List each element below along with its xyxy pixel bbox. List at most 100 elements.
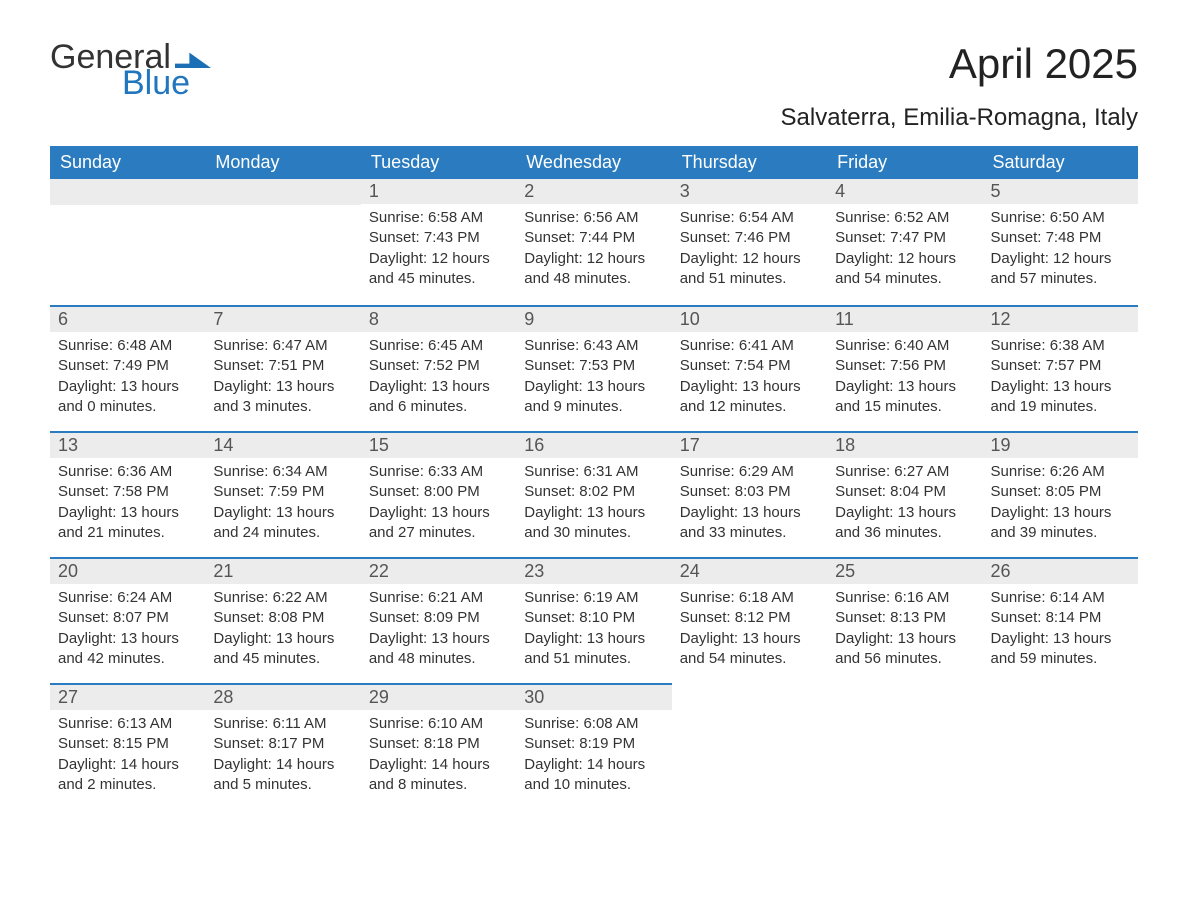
day-details: Sunrise: 6:22 AMSunset: 8:08 PMDaylight:… <box>205 584 360 679</box>
weekday-header: Saturday <box>983 146 1138 179</box>
daylight-line-1: Daylight: 14 hours <box>369 755 508 775</box>
sunset-line: Sunset: 7:52 PM <box>369 356 508 376</box>
daylight-line-2: and 51 minutes. <box>524 649 663 669</box>
sunrise-line: Sunrise: 6:41 AM <box>680 336 819 356</box>
day-number: 4 <box>835 181 845 201</box>
sunrise-line: Sunrise: 6:52 AM <box>835 208 974 228</box>
day-details: Sunrise: 6:41 AMSunset: 7:54 PMDaylight:… <box>672 332 827 427</box>
calendar-cell: 23Sunrise: 6:19 AMSunset: 8:10 PMDayligh… <box>516 557 671 683</box>
day-number: 9 <box>524 309 534 329</box>
day-number: 19 <box>991 435 1011 455</box>
day-number-bar: 10 <box>672 305 827 332</box>
sunset-line: Sunset: 7:47 PM <box>835 228 974 248</box>
weekday-header: Wednesday <box>516 146 671 179</box>
day-number-bar: 20 <box>50 557 205 584</box>
daylight-line-1: Daylight: 13 hours <box>991 503 1130 523</box>
daylight-line-1: Daylight: 13 hours <box>369 629 508 649</box>
daylight-line-2: and 19 minutes. <box>991 397 1130 417</box>
day-number: 10 <box>680 309 700 329</box>
calendar-cell: 6Sunrise: 6:48 AMSunset: 7:49 PMDaylight… <box>50 305 205 431</box>
header: General Blue April 2025 <box>50 40 1138 100</box>
sunrise-line: Sunrise: 6:40 AM <box>835 336 974 356</box>
calendar-cell: 28Sunrise: 6:11 AMSunset: 8:17 PMDayligh… <box>205 683 360 809</box>
calendar-cell: 13Sunrise: 6:36 AMSunset: 7:58 PMDayligh… <box>50 431 205 557</box>
daylight-line-1: Daylight: 13 hours <box>835 377 974 397</box>
calendar-cell: 17Sunrise: 6:29 AMSunset: 8:03 PMDayligh… <box>672 431 827 557</box>
sunset-line: Sunset: 8:10 PM <box>524 608 663 628</box>
daylight-line-1: Daylight: 13 hours <box>369 503 508 523</box>
sunrise-line: Sunrise: 6:54 AM <box>680 208 819 228</box>
sunset-line: Sunset: 8:02 PM <box>524 482 663 502</box>
sunset-line: Sunset: 8:05 PM <box>991 482 1130 502</box>
day-number: 5 <box>991 181 1001 201</box>
daylight-line-1: Daylight: 13 hours <box>213 377 352 397</box>
sunset-line: Sunset: 8:14 PM <box>991 608 1130 628</box>
day-number: 1 <box>369 181 379 201</box>
day-details: Sunrise: 6:36 AMSunset: 7:58 PMDaylight:… <box>50 458 205 553</box>
sunset-line: Sunset: 7:58 PM <box>58 482 197 502</box>
daylight-line-1: Daylight: 13 hours <box>213 503 352 523</box>
day-number-bar: 21 <box>205 557 360 584</box>
daylight-line-1: Daylight: 12 hours <box>680 249 819 269</box>
day-number: 18 <box>835 435 855 455</box>
sunset-line: Sunset: 8:08 PM <box>213 608 352 628</box>
day-details: Sunrise: 6:40 AMSunset: 7:56 PMDaylight:… <box>827 332 982 427</box>
sunset-line: Sunset: 7:57 PM <box>991 356 1130 376</box>
daylight-line-2: and 48 minutes. <box>369 649 508 669</box>
daylight-line-2: and 48 minutes. <box>524 269 663 289</box>
day-details: Sunrise: 6:52 AMSunset: 7:47 PMDaylight:… <box>827 204 982 299</box>
sunrise-line: Sunrise: 6:31 AM <box>524 462 663 482</box>
sunset-line: Sunset: 7:49 PM <box>58 356 197 376</box>
day-number-bar: 2 <box>516 179 671 204</box>
day-details: Sunrise: 6:47 AMSunset: 7:51 PMDaylight:… <box>205 332 360 427</box>
calendar-cell: 16Sunrise: 6:31 AMSunset: 8:02 PMDayligh… <box>516 431 671 557</box>
daylight-line-1: Daylight: 13 hours <box>524 377 663 397</box>
sunset-line: Sunset: 8:19 PM <box>524 734 663 754</box>
day-details: Sunrise: 6:50 AMSunset: 7:48 PMDaylight:… <box>983 204 1138 299</box>
sunset-line: Sunset: 8:00 PM <box>369 482 508 502</box>
day-number-bar: 28 <box>205 683 360 710</box>
daylight-line-1: Daylight: 13 hours <box>835 629 974 649</box>
sunset-line: Sunset: 7:44 PM <box>524 228 663 248</box>
daylight-line-1: Daylight: 14 hours <box>213 755 352 775</box>
day-number: 24 <box>680 561 700 581</box>
sunset-line: Sunset: 8:12 PM <box>680 608 819 628</box>
calendar-week-row: 6Sunrise: 6:48 AMSunset: 7:49 PMDaylight… <box>50 305 1138 431</box>
sunrise-line: Sunrise: 6:14 AM <box>991 588 1130 608</box>
day-number-bar: 13 <box>50 431 205 458</box>
day-details: Sunrise: 6:29 AMSunset: 8:03 PMDaylight:… <box>672 458 827 553</box>
day-number-bar: 26 <box>983 557 1138 584</box>
day-details: Sunrise: 6:27 AMSunset: 8:04 PMDaylight:… <box>827 458 982 553</box>
daylight-line-1: Daylight: 13 hours <box>991 629 1130 649</box>
daylight-line-1: Daylight: 13 hours <box>369 377 508 397</box>
sunset-line: Sunset: 8:17 PM <box>213 734 352 754</box>
daylight-line-2: and 6 minutes. <box>369 397 508 417</box>
day-details: Sunrise: 6:38 AMSunset: 7:57 PMDaylight:… <box>983 332 1138 427</box>
day-details: Sunrise: 6:58 AMSunset: 7:43 PMDaylight:… <box>361 204 516 299</box>
daylight-line-2: and 9 minutes. <box>524 397 663 417</box>
calendar-cell: 22Sunrise: 6:21 AMSunset: 8:09 PMDayligh… <box>361 557 516 683</box>
day-number: 6 <box>58 309 68 329</box>
weekday-header: Tuesday <box>361 146 516 179</box>
calendar-week-row: 13Sunrise: 6:36 AMSunset: 7:58 PMDayligh… <box>50 431 1138 557</box>
day-number-bar: 7 <box>205 305 360 332</box>
calendar-cell: 21Sunrise: 6:22 AMSunset: 8:08 PMDayligh… <box>205 557 360 683</box>
daylight-line-1: Daylight: 13 hours <box>680 377 819 397</box>
daylight-line-2: and 8 minutes. <box>369 775 508 795</box>
day-details: Sunrise: 6:33 AMSunset: 8:00 PMDaylight:… <box>361 458 516 553</box>
sunrise-line: Sunrise: 6:36 AM <box>58 462 197 482</box>
day-details: Sunrise: 6:54 AMSunset: 7:46 PMDaylight:… <box>672 204 827 299</box>
day-number-bar: 17 <box>672 431 827 458</box>
day-number: 26 <box>991 561 1011 581</box>
daylight-line-1: Daylight: 13 hours <box>991 377 1130 397</box>
daylight-line-2: and 2 minutes. <box>58 775 197 795</box>
sunset-line: Sunset: 8:04 PM <box>835 482 974 502</box>
calendar-cell-empty <box>672 683 827 809</box>
daylight-line-1: Daylight: 13 hours <box>835 503 974 523</box>
daylight-line-1: Daylight: 14 hours <box>58 755 197 775</box>
day-details: Sunrise: 6:19 AMSunset: 8:10 PMDaylight:… <box>516 584 671 679</box>
day-details: Sunrise: 6:16 AMSunset: 8:13 PMDaylight:… <box>827 584 982 679</box>
daylight-line-1: Daylight: 13 hours <box>213 629 352 649</box>
calendar-cell: 20Sunrise: 6:24 AMSunset: 8:07 PMDayligh… <box>50 557 205 683</box>
day-number-bar: 15 <box>361 431 516 458</box>
